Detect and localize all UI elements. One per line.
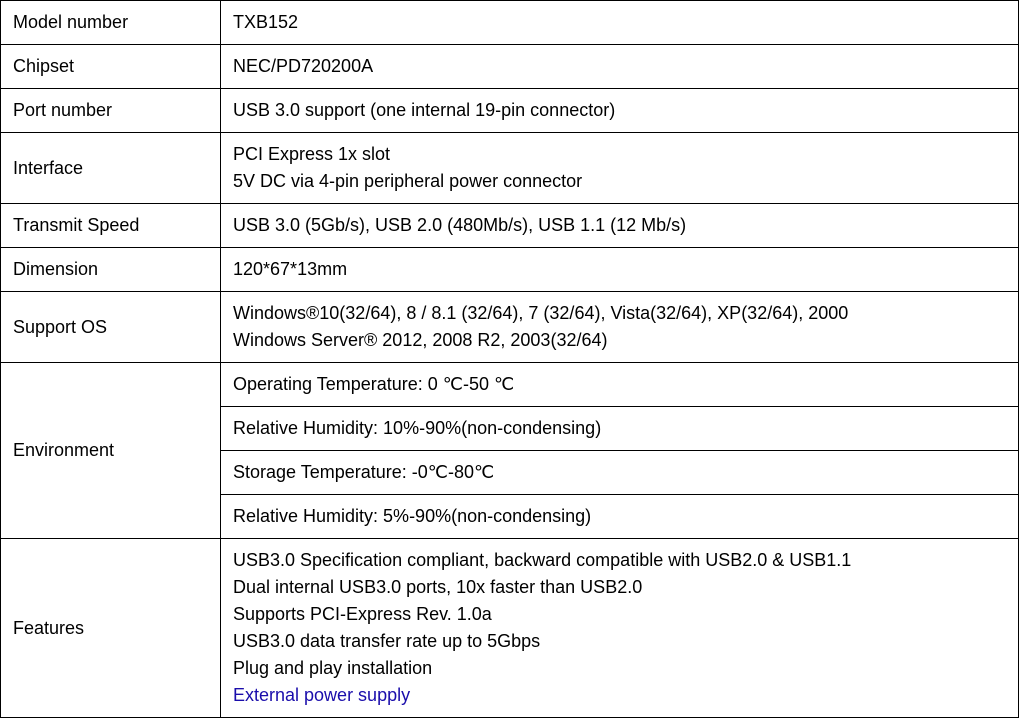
spec-label-chipset: Chipset [1, 45, 221, 89]
spec-label-model-number: Model number [1, 1, 221, 45]
spec-value-interface: PCI Express 1x slot 5V DC via 4-pin peri… [221, 133, 1019, 204]
spec-value-transmit-speed: USB 3.0 (5Gb/s), USB 2.0 (480Mb/s), USB … [221, 204, 1019, 248]
features-line-2: Dual internal USB3.0 ports, 10x faster t… [233, 574, 1006, 601]
environment-relative-humidity-1: Relative Humidity: 10%-90%(non-condensin… [221, 407, 1019, 451]
table-row: Transmit Speed USB 3.0 (5Gb/s), USB 2.0 … [1, 204, 1019, 248]
spec-label-support-os: Support OS [1, 292, 221, 363]
table-row: Features USB3.0 Specification compliant,… [1, 539, 1019, 718]
environment-relative-humidity-2: Relative Humidity: 5%-90%(non-condensing… [221, 495, 1019, 539]
spec-value-dimension: 120*67*13mm [221, 248, 1019, 292]
specification-table: Model number TXB152 Chipset NEC/PD720200… [0, 0, 1019, 718]
spec-label-interface: Interface [1, 133, 221, 204]
table-row: Support OS Windows®10(32/64), 8 / 8.1 (3… [1, 292, 1019, 363]
spec-label-port-number: Port number [1, 89, 221, 133]
environment-operating-temp: Operating Temperature: 0 ℃-50 ℃ [221, 363, 1019, 407]
table-row: Dimension 120*67*13mm [1, 248, 1019, 292]
features-line-3: Supports PCI-Express Rev. 1.0a [233, 601, 1006, 628]
spec-label-dimension: Dimension [1, 248, 221, 292]
features-line-1: USB3.0 Specification compliant, backward… [233, 547, 1006, 574]
spec-label-transmit-speed: Transmit Speed [1, 204, 221, 248]
spec-value-features: USB3.0 Specification compliant, backward… [221, 539, 1019, 718]
interface-line-1: PCI Express 1x slot [233, 141, 1006, 168]
table-body: Model number TXB152 Chipset NEC/PD720200… [1, 1, 1019, 718]
support-os-line-1: Windows®10(32/64), 8 / 8.1 (32/64), 7 (3… [233, 300, 1006, 327]
spec-label-features: Features [1, 539, 221, 718]
interface-line-2: 5V DC via 4-pin peripheral power connect… [233, 168, 1006, 195]
spec-value-support-os: Windows®10(32/64), 8 / 8.1 (32/64), 7 (3… [221, 292, 1019, 363]
spec-value-model-number: TXB152 [221, 1, 1019, 45]
features-line-4: USB3.0 data transfer rate up to 5Gbps [233, 628, 1006, 655]
features-line-5: Plug and play installation [233, 655, 1006, 682]
features-external-power-link[interactable]: External power supply [233, 682, 1006, 709]
table-row: Model number TXB152 [1, 1, 1019, 45]
table-row: Environment Operating Temperature: 0 ℃-5… [1, 363, 1019, 407]
support-os-line-2: Windows Server® 2012, 2008 R2, 2003(32/6… [233, 327, 1006, 354]
table-row: Interface PCI Express 1x slot 5V DC via … [1, 133, 1019, 204]
environment-storage-temp: Storage Temperature: -0℃-80℃ [221, 451, 1019, 495]
spec-value-chipset: NEC/PD720200A [221, 45, 1019, 89]
table-row: Chipset NEC/PD720200A [1, 45, 1019, 89]
spec-label-environment: Environment [1, 363, 221, 539]
table-row: Port number USB 3.0 support (one interna… [1, 89, 1019, 133]
spec-value-port-number: USB 3.0 support (one internal 19-pin con… [221, 89, 1019, 133]
